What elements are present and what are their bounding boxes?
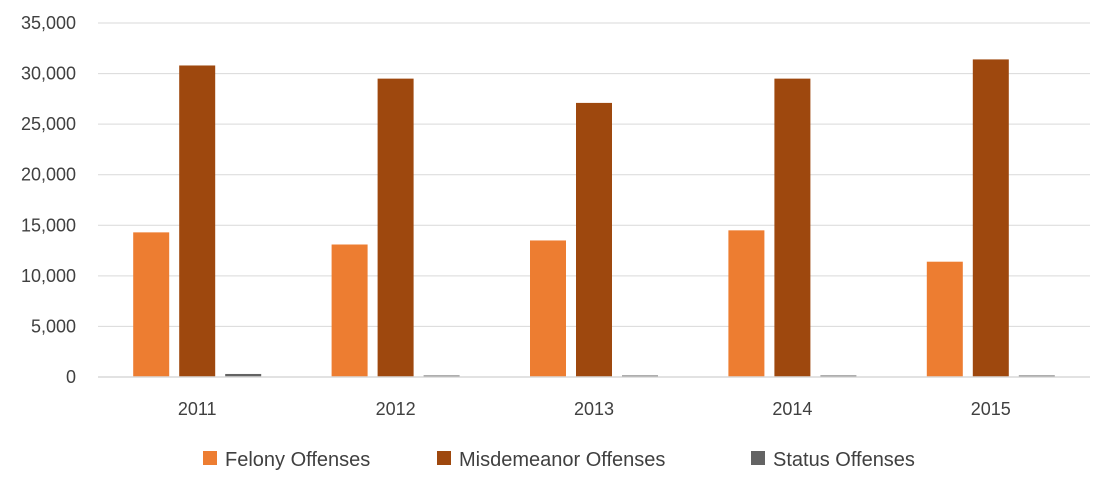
bar-misdemeanor-offenses-2015 — [972, 59, 1009, 377]
y-tick-label: 35,000 — [21, 13, 76, 33]
y-tick-label: 10,000 — [21, 266, 76, 286]
legend-label: Misdemeanor Offenses — [459, 449, 665, 471]
legend-swatch — [751, 451, 765, 465]
bars — [133, 59, 1055, 377]
bar-misdemeanor-offenses-2014 — [774, 78, 811, 377]
x-tick-label: 2013 — [574, 399, 614, 419]
x-tick-label: 2011 — [178, 399, 217, 419]
legend: Felony Offenses Misdemeanor Offenses Statu… — [203, 449, 915, 471]
y-tick-label: 30,000 — [21, 64, 76, 84]
x-axis: 2011 2012 2013 2014 2015 — [98, 376, 1090, 419]
y-tick-label: 0 — [66, 367, 76, 387]
y-tick-label: 15,000 — [21, 215, 76, 235]
bar-misdemeanor-offenses-2011 — [179, 65, 216, 377]
bar-status-offenses-2011 — [225, 373, 262, 377]
bar-felony-offenses-2011 — [133, 232, 170, 377]
legend-swatch — [437, 451, 451, 465]
bar-misdemeanor-offenses-2013 — [576, 102, 612, 377]
bar-misdemeanor-offenses-2012 — [377, 78, 414, 377]
bar-felony-offenses-2014 — [728, 230, 765, 377]
bar-felony-offenses-2012 — [331, 244, 368, 377]
bar-felony-offenses-2013 — [530, 240, 566, 377]
y-tick-label: 20,000 — [21, 165, 76, 185]
y-tick-label: 5,000 — [31, 316, 76, 336]
legend-label: Felony Offenses — [225, 449, 370, 471]
bar-status-offenses-2013 — [622, 375, 658, 377]
bar-status-offenses-2015 — [1018, 375, 1055, 377]
x-tick-label: 2014 — [772, 399, 812, 419]
bar-status-offenses-2012 — [423, 375, 460, 377]
x-tick-label: 2012 — [376, 399, 416, 419]
y-tick-label: 25,000 — [21, 114, 76, 134]
legend-label: Status Offenses — [773, 449, 915, 471]
legend-swatch — [203, 451, 217, 465]
bar-status-offenses-2014 — [820, 375, 857, 377]
bar-felony-offenses-2015 — [926, 261, 963, 377]
x-tick-label: 2015 — [971, 399, 1011, 419]
y-axis: 0 5,000 10,000 15,000 20,000 25,000 30,000 35,0… — [21, 13, 76, 387]
